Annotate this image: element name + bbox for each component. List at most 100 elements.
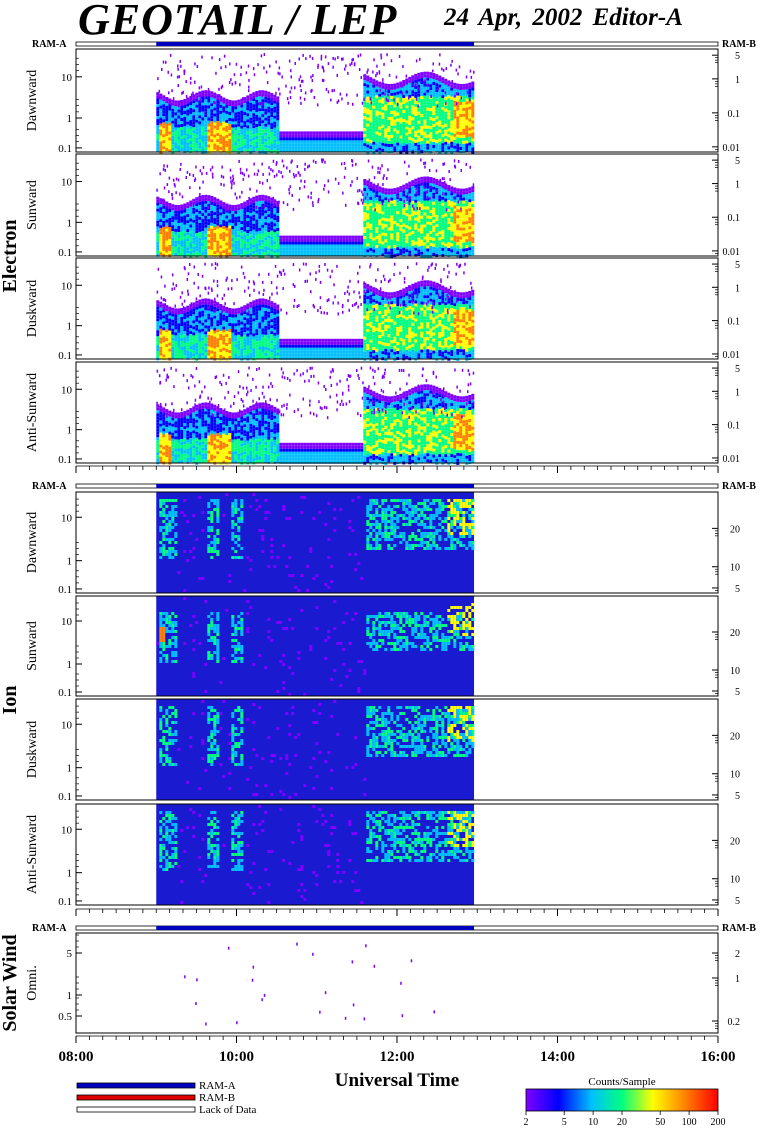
y2-tick-label: 1 — [735, 75, 740, 86]
date-label: 24 Apr, 2002 — [444, 4, 583, 31]
y2-tick-label: 1 — [735, 180, 740, 191]
mode-bar-label-right: RAM-B — [722, 923, 756, 934]
ram-a-bar — [156, 42, 475, 46]
mode-bar-label-right: RAM-B — [722, 39, 756, 50]
x-tick-label: 08:00 — [59, 1049, 94, 1065]
y2-tick-label: 1 — [735, 387, 740, 398]
y2-tick-label: 0.01 — [723, 247, 741, 258]
y2-tick-label: 20 — [730, 628, 740, 639]
spectrogram — [156, 158, 475, 258]
x-tick-label: 12:00 — [380, 1049, 415, 1065]
legend-item: Lack of Data — [76, 1104, 257, 1116]
group-solar-wind: RAM-A RAM-B Solar Wind Omni. 5 1 0.5 2 1 0.2 — [0, 923, 756, 1043]
panel-omni: Omni. 5 1 0.5 2 1 0.2 — [25, 932, 741, 1034]
panel-label: Sunward — [25, 621, 40, 671]
mode-bar-label-left: RAM-A — [32, 39, 67, 50]
y2-tick-label: 20 — [730, 524, 740, 535]
group-ion: RAM-A RAM-B Ion Dawnward 10 1 0.1 20 10 5 Sunward 1… — [0, 481, 756, 916]
y-tick-label: 0.1 — [58, 584, 72, 596]
panel-label: Anti-Sunward — [25, 815, 40, 894]
y-tick-label: 1 — [67, 868, 73, 880]
y-tick-label: 0.1 — [58, 143, 72, 155]
y2-tick-label: 10 — [730, 875, 740, 886]
panel-sunward: Sunward 10 1 0.1 5 1 0.1 0.01 — [25, 153, 741, 259]
y2-tick-label: 10 — [730, 770, 740, 781]
y2-tick-label: 5 — [735, 584, 740, 595]
y-tick-label: 10 — [61, 177, 73, 189]
group-label: Solar Wind — [0, 934, 21, 1031]
mode-bar-label-left: RAM-A — [32, 923, 67, 934]
legend-label: RAM-B — [199, 1092, 235, 1104]
panel-label: Sunward — [25, 180, 40, 230]
y2-tick-label: 5 — [735, 687, 740, 698]
panel-label: Dawnward — [25, 512, 40, 573]
x-tick-label: 14:00 — [540, 1049, 575, 1065]
spectrogram — [156, 804, 475, 905]
y-tick-label: 1 — [67, 113, 73, 125]
panel-label: Anti-Sunward — [25, 373, 40, 452]
date-editor-line: 24 Apr, 2002 Editor-A — [444, 4, 683, 32]
y-tick-label: 1 — [67, 763, 73, 775]
y2-tick-label: 5 — [735, 896, 740, 907]
panel-label: Duskward — [25, 721, 40, 779]
y-tick-label: 10 — [61, 719, 73, 731]
y-tick-label: 10 — [61, 824, 73, 836]
y2-tick-label: 5 — [735, 51, 740, 62]
panel-duskward: Duskward 10 1 0.1 20 10 5 — [25, 698, 740, 803]
x-tick-label: 16:00 — [701, 1049, 736, 1065]
y2-tick-label: 0.1 — [728, 421, 741, 432]
panel-dawnward: Dawnward 10 1 0.1 5 1 0.1 0.01 — [25, 48, 741, 155]
y-tick-label: 5 — [67, 948, 73, 960]
panel-anti-sunward: Anti-Sunward 10 1 0.1 20 10 5 — [25, 803, 740, 908]
colorbar-tick-label: 5 — [562, 1117, 567, 1128]
group-label: Electron — [0, 220, 21, 293]
panel-anti-sunward: Anti-Sunward 10 1 0.1 5 1 0.1 0.01 — [25, 361, 741, 466]
y-tick-label: 10 — [61, 384, 73, 396]
y-tick-label: 0.5 — [58, 1011, 72, 1023]
colorbar-tick-label: 2 — [524, 1117, 529, 1128]
y2-tick-label: 0.1 — [728, 317, 741, 328]
y2-tick-label: 0.01 — [723, 143, 741, 154]
spectrogram — [156, 366, 475, 465]
group-electron: RAM-A RAM-B Electron Dawnward 10 1 0.1 5 1 0.1 0.0… — [0, 39, 756, 473]
legend-swatch — [76, 1106, 196, 1113]
editor-label: Editor-A — [592, 4, 683, 31]
y2-tick-label: 20 — [730, 836, 740, 847]
y2-tick-label: 5 — [735, 260, 740, 271]
y-tick-label: 10 — [61, 616, 73, 628]
y2-tick-label: 0.1 — [728, 109, 741, 120]
y-tick-label: 10 — [61, 280, 73, 292]
colorbar-tick-label: 50 — [655, 1117, 665, 1128]
mode-bar: RAM-A RAM-B — [32, 923, 756, 934]
panel-label: Dawnward — [25, 70, 40, 131]
time-axis — [75, 465, 719, 473]
colorbar-tick-label: 100 — [682, 1117, 697, 1128]
mode-bar-label-right: RAM-B — [722, 481, 756, 492]
y-tick-label: 0.1 — [58, 791, 72, 803]
mode-bar: RAM-A RAM-B — [32, 481, 756, 492]
y-tick-label: 0.1 — [58, 896, 72, 908]
group-label: Ion — [0, 686, 21, 715]
y2-tick-label: 10 — [730, 563, 740, 574]
legend-label: Lack of Data — [199, 1104, 257, 1116]
x-tick-label: 10:00 — [219, 1049, 254, 1065]
y-tick-label: 10 — [61, 512, 73, 524]
y-tick-label: 1 — [67, 425, 73, 437]
y2-tick-label: 1 — [735, 974, 740, 985]
y2-tick-label: 20 — [730, 731, 740, 742]
y-tick-label: 0.1 — [58, 454, 72, 466]
panel-sunward: Sunward 10 1 0.1 20 10 5 — [25, 595, 740, 699]
spectrogram — [156, 699, 475, 800]
spectrogram — [156, 596, 475, 696]
y2-tick-label: 0.01 — [723, 350, 741, 361]
y2-tick-label: 2 — [735, 949, 740, 960]
y-tick-label: 10 — [61, 72, 73, 84]
y-tick-label: 1 — [67, 990, 73, 1002]
colorbar: Counts/Sample 2 5 10 20 50 100 200 — [524, 1076, 726, 1128]
y-tick-label: 0.1 — [58, 247, 72, 259]
y2-tick-label: 0.2 — [728, 1017, 741, 1028]
colorbar-tick-label: 10 — [588, 1117, 598, 1128]
y-tick-label: 1 — [67, 321, 73, 333]
spectrogram — [184, 942, 435, 1026]
